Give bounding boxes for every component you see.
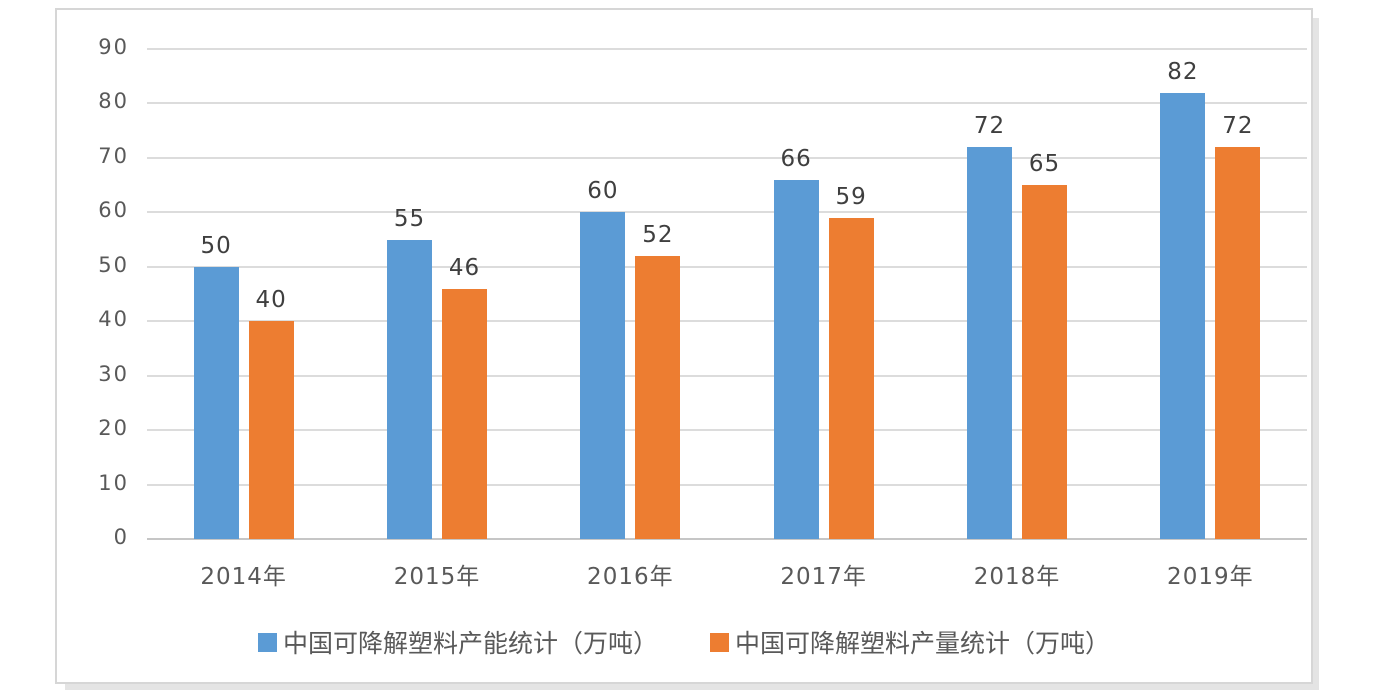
- data-label-capacity-2014年: 50: [200, 232, 232, 259]
- legend-item-capacity: 中国可降解塑料产能统计（万吨）: [257, 624, 658, 660]
- data-label-output-2019年: 72: [1222, 113, 1254, 139]
- y-tick-label: 20: [98, 416, 129, 441]
- legend-label-capacity: 中国可降解塑料产能统计（万吨）: [282, 629, 658, 658]
- gridline: [147, 429, 1307, 432]
- y-tick-label: 40: [98, 307, 129, 332]
- plot-area: 50 40 55 46 60 52 66 59 72 65 82 72: [147, 48, 1307, 540]
- y-tick-label: 60: [98, 198, 129, 223]
- bar-output-2016年: [635, 255, 681, 539]
- legend-label-output: 中国可降解塑料产量统计（万吨）: [735, 629, 1111, 658]
- y-tick-label: 50: [98, 252, 129, 277]
- x-axis-label-2017年: 2017年: [780, 564, 867, 590]
- gridline: [147, 156, 1307, 159]
- data-label-output-2017年: 59: [835, 183, 867, 210]
- gridline: [147, 211, 1307, 214]
- bar-output-2019年: [1215, 147, 1261, 539]
- legend-swatch-capacity: [257, 632, 277, 652]
- x-axis-label-2018年: 2018年: [973, 564, 1061, 590]
- data-label-output-2015年: 46: [448, 254, 481, 281]
- gridline: [147, 48, 1307, 50]
- bar-capacity-2016年: [580, 212, 626, 539]
- data-label-output-2016年: 52: [642, 221, 674, 248]
- y-tick-label: 0: [113, 525, 129, 549]
- bar-capacity-2015年: [387, 239, 432, 539]
- data-label-capacity-2019年: 82: [1167, 58, 1199, 85]
- bar-capacity-2014年: [193, 266, 239, 539]
- y-tick-label: 80: [98, 89, 129, 114]
- x-axis-label-2015年: 2015年: [393, 564, 481, 590]
- data-label-capacity-2016年: 60: [587, 178, 619, 205]
- gridline: [147, 102, 1307, 105]
- bar-capacity-2019年: [1160, 92, 1206, 539]
- bar-capacity-2018年: [967, 147, 1012, 539]
- chart-frame: 50 40 55 46 60 52 66 59 72 65 82 72 0 10 20 30 40 50 60 70…: [55, 8, 1313, 684]
- y-tick-label: 70: [98, 143, 129, 168]
- bar-output-2015年: [442, 288, 487, 539]
- y-tick-label: 30: [98, 361, 129, 386]
- bar-output-2017年: [828, 217, 874, 539]
- gridline: [147, 374, 1307, 377]
- data-label-capacity-2017年: 66: [780, 145, 812, 172]
- bar-capacity-2017年: [773, 179, 819, 539]
- y-tick-label: 10: [98, 470, 129, 495]
- data-label-capacity-2015年: 55: [393, 205, 426, 232]
- bar-output-2018年: [1022, 185, 1067, 539]
- data-label-capacity-2018年: 72: [973, 113, 1006, 139]
- bar-output-2014年: [248, 321, 294, 539]
- gridline: [147, 320, 1307, 323]
- legend-swatch-output: [710, 632, 729, 652]
- x-axis-label-2019年: 2019年: [1167, 564, 1254, 590]
- gridline: [147, 265, 1307, 268]
- data-label-output-2014年: 40: [255, 287, 287, 314]
- legend-item-output: 中国可降解塑料产量统计（万吨）: [710, 624, 1110, 660]
- x-axis-line: [147, 538, 1307, 540]
- x-axis-label-2016年: 2016年: [587, 564, 674, 590]
- y-tick-label: 90: [98, 35, 129, 59]
- data-label-output-2018年: 65: [1028, 151, 1061, 178]
- x-axis-label-2014年: 2014年: [200, 564, 287, 590]
- legend: 中国可降解塑料产能统计（万吨） 中国可降解塑料产量统计（万吨）: [57, 624, 1311, 660]
- gridline: [147, 483, 1307, 486]
